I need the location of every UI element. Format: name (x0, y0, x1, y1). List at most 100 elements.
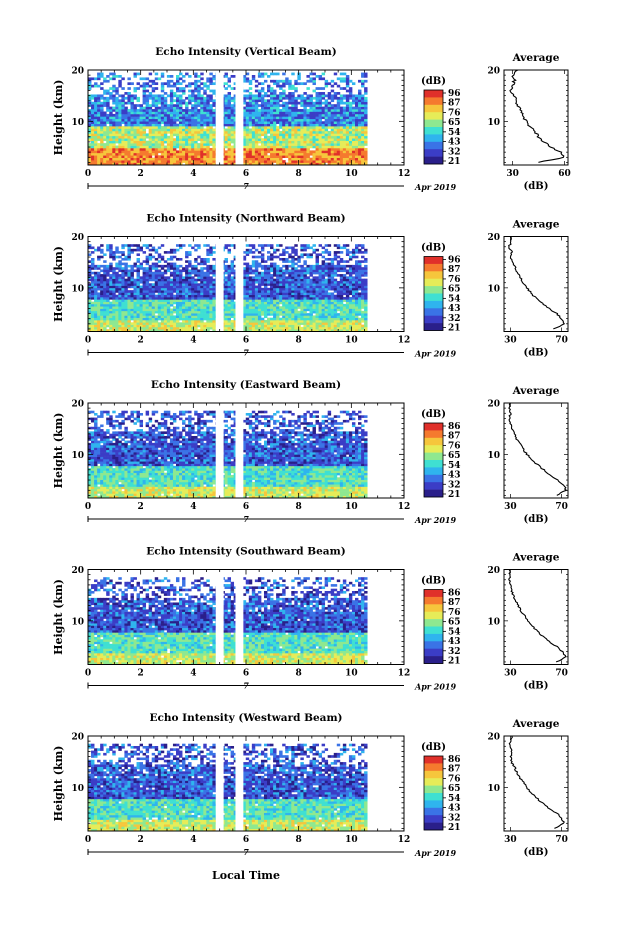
heatmap-cell (179, 158, 182, 161)
heatmap-cell (109, 309, 112, 312)
heatmap-cell (258, 131, 261, 134)
heatmap-cell (127, 325, 130, 328)
heatmap-cell (352, 150, 355, 153)
heatmap-cell (267, 318, 270, 321)
heatmap-cell (252, 315, 255, 318)
heatmap-cell (146, 292, 149, 295)
heatmap-cell (149, 325, 152, 328)
heatmap-cell (188, 311, 191, 314)
heatmap-cell (225, 313, 228, 316)
heatmap-cell (209, 304, 212, 307)
heatmap-cell (267, 116, 270, 119)
heatmap-cell (322, 311, 325, 314)
heatmap-cell (124, 109, 127, 112)
heatmap-cell (358, 107, 361, 110)
heatmap-cell (352, 124, 355, 127)
heatmap-cell (179, 306, 182, 309)
heatmap-cell (258, 311, 261, 314)
heatmap-cell (209, 327, 212, 330)
heatmap-cell (206, 315, 209, 318)
heatmap-cell (279, 146, 282, 149)
heatmap-cell (319, 325, 322, 328)
heatmap-cell (306, 297, 309, 300)
heatmap-cell (188, 75, 191, 78)
heatmap-cell (322, 160, 325, 163)
heatmap-cell (155, 315, 158, 318)
heatmap-cell (194, 290, 197, 293)
heatmap-cell (200, 302, 203, 305)
heatmap-cell (331, 327, 334, 330)
heatmap-cell (137, 315, 140, 318)
heatmap-cell (352, 148, 355, 151)
heatmap-cell (291, 313, 294, 316)
heatmap-cell (352, 286, 355, 289)
heatmap-cell (337, 309, 340, 312)
heatmap-cell (294, 155, 297, 158)
heatmap-cell (206, 286, 209, 289)
heatmap-cell (100, 322, 103, 325)
heatmap-cell (200, 87, 203, 90)
heatmap-cell (279, 119, 282, 122)
heatmap-cell (264, 129, 267, 132)
heatmap-cell (276, 320, 279, 323)
heatmap-cell (340, 322, 343, 325)
heatmap-cell (285, 121, 288, 124)
heatmap-cell (328, 299, 331, 302)
heatmap-cell (322, 299, 325, 302)
heatmap-cell (91, 104, 94, 107)
heatmap-cell (325, 318, 328, 321)
heatmap-cell (115, 75, 118, 78)
heatmap-cell (170, 90, 173, 93)
heatmap-cell (264, 104, 267, 107)
heatmap-cell (203, 111, 206, 114)
heatmap-cell (225, 320, 228, 323)
heatmap-cell (91, 302, 94, 305)
heatmap-cell (130, 131, 133, 134)
heatmap-cell (309, 318, 312, 321)
heatmap-cell (103, 290, 106, 293)
heatmap-cell (203, 121, 206, 124)
heatmap-cell (328, 121, 331, 124)
heatmap-cell (294, 153, 297, 156)
heatmap-cell (106, 297, 109, 300)
heatmap-cell (252, 297, 255, 300)
heatmap-cell (282, 94, 285, 97)
heatmap-cell (297, 322, 300, 325)
heatmap-cell (364, 92, 367, 95)
heatmap-cell (127, 322, 130, 325)
heatmap-cell (264, 138, 267, 141)
heatmap-cell (252, 311, 255, 314)
heatmap-cell (364, 80, 367, 83)
heatmap-cell (294, 129, 297, 132)
heatmap-cell (288, 111, 291, 114)
heatmap-cell (118, 306, 121, 309)
heatmap-cell (121, 126, 124, 129)
heatmap-cell (100, 111, 103, 114)
heatmap-cell (161, 94, 164, 97)
heatmap-cell (115, 313, 118, 316)
heatmap-cell (106, 104, 109, 107)
heatmap-cell (364, 148, 367, 151)
heatmap-cell (313, 153, 316, 156)
heatmap-cell (249, 111, 252, 114)
heatmap-cell (228, 94, 231, 97)
heatmap-cell (88, 77, 91, 80)
heatmap-cell (349, 283, 352, 286)
heatmap-cell (203, 114, 206, 117)
heatmap-cell (282, 141, 285, 144)
heatmap-cell (143, 133, 146, 136)
heatmap-cell (273, 109, 276, 112)
heatmap-cell (167, 111, 170, 114)
heatmap-cell (112, 318, 115, 321)
heatmap-cell (273, 111, 276, 114)
heatmap-cell (264, 143, 267, 146)
heatmap-cell (313, 141, 316, 144)
heatmap-cell (206, 160, 209, 163)
heatmap-cell (127, 129, 130, 132)
heatmap-cell (115, 107, 118, 110)
heatmap-cell (143, 315, 146, 318)
heatmap-cell (137, 299, 140, 302)
heatmap-cell (355, 126, 358, 129)
heatmap-cell (337, 143, 340, 146)
heatmap-cell (331, 158, 334, 161)
